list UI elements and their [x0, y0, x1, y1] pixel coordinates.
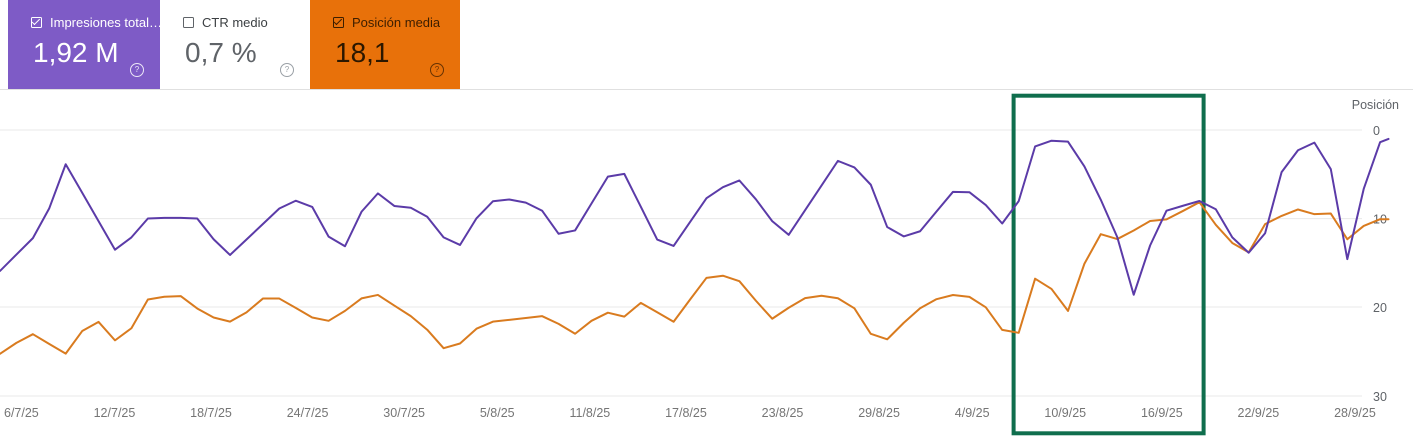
svg-text:30: 30 — [1373, 390, 1387, 404]
svg-text:20: 20 — [1373, 301, 1387, 315]
svg-text:0: 0 — [1373, 124, 1380, 138]
